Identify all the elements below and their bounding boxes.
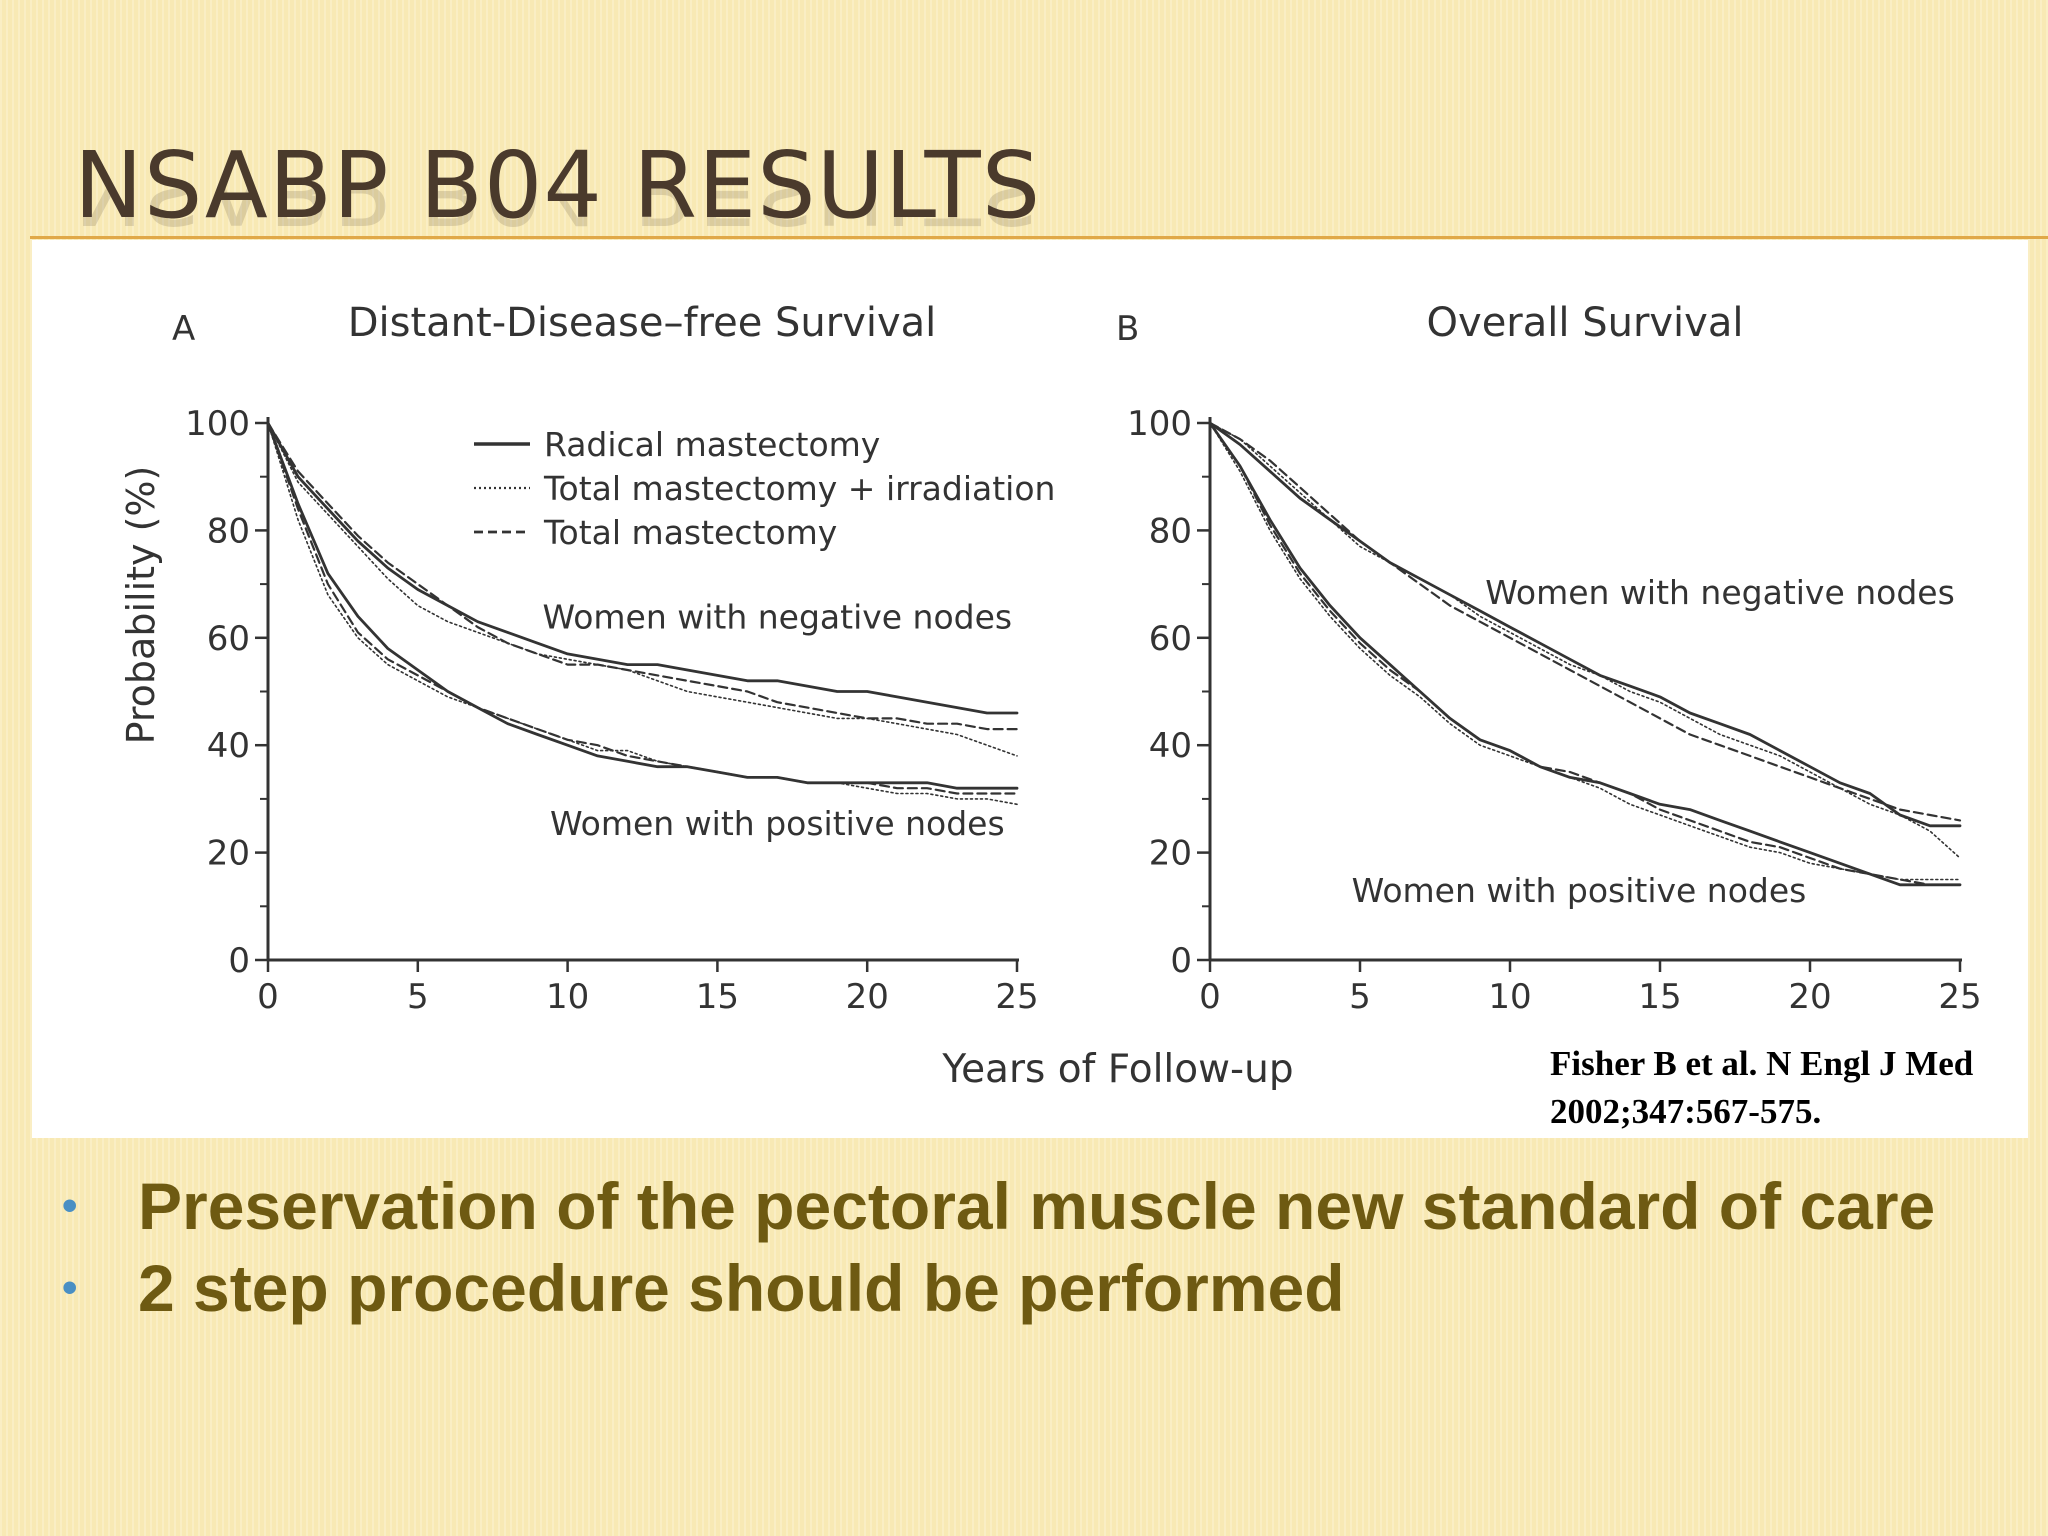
y-tick-label: 20 [1149, 834, 1192, 874]
title-rule [30, 236, 2048, 239]
x-tick-label: 5 [1349, 977, 1371, 1017]
group-annotation: Women with positive nodes [1352, 871, 1807, 910]
x-tick-label: 20 [846, 977, 889, 1017]
bullet-text: 2 step procedure should be performed [138, 1251, 1345, 1325]
bullet-item: • Preservation of the pectoral muscle ne… [58, 1165, 1935, 1247]
y-tick-label: 100 [185, 404, 250, 444]
bullet-dot-icon: • [62, 1181, 78, 1230]
chart-panel-a: A Distant-Disease–free Survival 0 20 40 60 80 1… [172, 300, 1055, 1017]
legend-label: Total mastectomy [543, 513, 837, 552]
x-tick-label: 25 [1938, 977, 1981, 1017]
panel-letter: B [1116, 309, 1139, 349]
bullet-item: • 2 step procedure should be performed [58, 1247, 1935, 1329]
chart-panel-b: B Overall Survival 0 20 40 60 80 100 0 5 10 15 20 25 W… [1116, 300, 1982, 1017]
x-tick-label: 15 [696, 977, 739, 1017]
x-tick-label: 10 [546, 977, 589, 1017]
series-line-dotted [267, 422, 1018, 806]
series-line-dashed [1208, 421, 1962, 886]
x-tick-label: 0 [1199, 977, 1221, 1017]
y-tick-label: 60 [1149, 619, 1192, 659]
legend-label: Total mastectomy + irradiation [543, 469, 1055, 508]
series-line-dashed [1208, 421, 1962, 822]
figure-panel: A Distant-Disease–free Survival 0 20 40 60 80 1… [32, 240, 2028, 1138]
y-tick-label: 60 [207, 619, 250, 659]
panel-letter: A [172, 309, 195, 349]
bullet-dot-icon: • [62, 1263, 78, 1312]
series-line-dashed [266, 421, 1019, 731]
y-tick-label: 20 [207, 834, 250, 874]
chart-title: Overall Survival [1427, 300, 1744, 346]
x-axis-label: Years of Follow-up [941, 1047, 1293, 1092]
series-line-dotted [267, 422, 1018, 757]
x-tick-label: 10 [1488, 977, 1531, 1017]
x-tick-label: 0 [257, 977, 279, 1017]
title-reflection: NSABP B04 RESULTS [74, 188, 1041, 236]
chart-title: Distant-Disease–free Survival [348, 300, 937, 346]
y-tick-label: 80 [207, 511, 250, 551]
legend-label: Radical mastectomy [544, 425, 880, 464]
bullet-text: Preservation of the pectoral muscle new … [138, 1169, 1936, 1243]
bullet-list: • Preservation of the pectoral muscle ne… [58, 1165, 1935, 1329]
citation: Fisher B et al. N Engl J Med 2002;347:56… [1550, 1040, 1973, 1136]
series-line-solid [266, 421, 1019, 715]
y-tick-label: 40 [1149, 726, 1192, 766]
series-line-solid [1208, 421, 1962, 828]
series-line-dotted [1209, 422, 1961, 859]
series-line-solid [1208, 421, 1962, 887]
x-tick-label: 15 [1638, 977, 1681, 1017]
y-tick-label: 0 [228, 941, 250, 981]
survival-charts: A Distant-Disease–free Survival 0 20 40 60 80 1… [119, 300, 1982, 1092]
x-tick-label: 25 [995, 977, 1038, 1017]
group-annotation: Women with negative nodes [543, 597, 1013, 636]
y-tick-label: 40 [207, 726, 250, 766]
x-tick-label: 20 [1788, 977, 1831, 1017]
citation-line-2: 2002;347:567-575. [1550, 1092, 1822, 1131]
y-tick-label: 80 [1149, 511, 1192, 551]
series-line-dotted [1209, 422, 1961, 881]
x-tick-label: 5 [407, 977, 429, 1017]
y-tick-label: 0 [1170, 941, 1192, 981]
series-line-dashed [266, 421, 1019, 795]
y-axis-label: Probability (%) [119, 466, 163, 745]
citation-line-1: Fisher B et al. N Engl J Med [1550, 1044, 1974, 1083]
series-line-solid [266, 421, 1019, 790]
group-annotation: Women with positive nodes [550, 804, 1005, 843]
slide-title: NSABP B04 RESULTS [74, 132, 1042, 239]
group-annotation: Women with negative nodes [1485, 573, 1955, 612]
y-tick-label: 100 [1127, 404, 1192, 444]
